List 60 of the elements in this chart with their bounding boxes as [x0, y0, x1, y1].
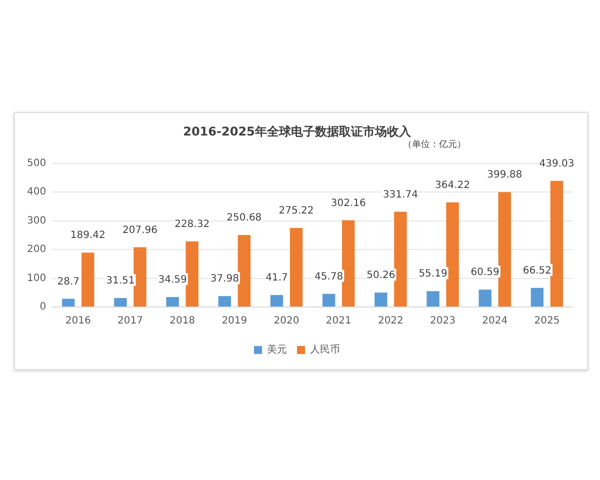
x-tick-label: 2016 — [65, 316, 91, 327]
x-tick-label: 2024 — [482, 316, 508, 327]
bar — [238, 235, 251, 306]
y-tick-label: 300 — [26, 215, 46, 226]
bar — [374, 292, 388, 306]
x-tick-label: 2021 — [326, 316, 352, 327]
y-tick-label: 0 — [40, 302, 46, 313]
text: （单位：亿元） — [403, 138, 466, 150]
y-tick-label: 100 — [26, 272, 46, 284]
bar — [82, 252, 94, 306]
bar — [290, 228, 303, 306]
y-tick-label: 200 — [26, 244, 46, 256]
x-tick-label: 2022 — [378, 316, 404, 327]
x-tick-label: 2017 — [117, 316, 143, 327]
bar — [446, 202, 459, 306]
bar — [186, 241, 198, 306]
data-label: 331.74 — [382, 189, 418, 200]
bar — [394, 212, 407, 306]
data-label: 275.22 — [278, 206, 314, 217]
data-label: 45.78 — [314, 271, 344, 282]
legend-label: 人民币 — [310, 344, 340, 356]
data-label: 41.7 — [266, 272, 288, 284]
bar — [342, 220, 355, 306]
data-label: 189.42 — [70, 230, 106, 242]
bar — [478, 290, 492, 306]
bar — [134, 247, 146, 306]
data-label: 399.88 — [487, 170, 522, 181]
data-label: 50.26 — [366, 270, 396, 282]
bar — [550, 180, 564, 306]
bar — [426, 291, 440, 306]
data-label: 207.96 — [122, 224, 158, 236]
bar — [530, 288, 544, 306]
y-tick-label: 400 — [26, 186, 46, 198]
data-label: 28.7 — [57, 276, 80, 288]
x-tick-label: 2020 — [274, 316, 300, 327]
data-label: 250.68 — [226, 212, 262, 224]
x-tick-label: 2023 — [430, 316, 456, 327]
bar — [62, 298, 75, 306]
bar — [218, 296, 231, 306]
data-label: 439.03 — [539, 158, 574, 170]
data-label: 60.59 — [470, 267, 500, 278]
y-tick-label: 500 — [26, 158, 46, 169]
bar — [322, 294, 336, 306]
data-label: 302.16 — [330, 198, 366, 209]
data-label: 66.52 — [522, 265, 552, 276]
x-tick-label: 2025 — [534, 316, 560, 327]
bar — [498, 192, 511, 306]
bar — [166, 297, 179, 306]
data-label: 34.59 — [158, 274, 187, 286]
legend-label: 美元 — [267, 344, 287, 356]
chart-title: 2016-2025年全球电子数据取证市场收入 — [183, 124, 412, 138]
data-label: 55.19 — [418, 268, 448, 280]
data-label: 37.98 — [210, 274, 239, 285]
bar — [270, 295, 284, 306]
x-tick-label: 2019 — [222, 316, 248, 327]
data-label: 228.32 — [174, 219, 210, 230]
data-label: 364.22 — [435, 180, 470, 191]
data-label: 31.51 — [106, 276, 135, 287]
bar — [114, 298, 127, 306]
x-tick-label: 2018 — [170, 316, 196, 327]
